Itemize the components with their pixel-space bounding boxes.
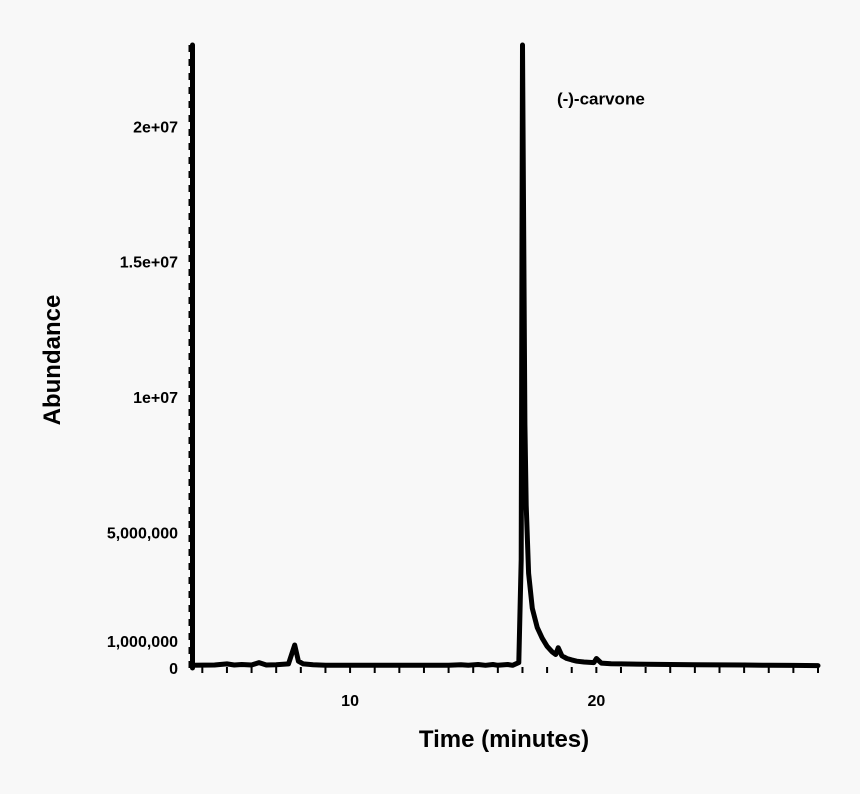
x-tick-label: 10 bbox=[341, 693, 359, 710]
axis-ticks bbox=[188, 45, 819, 673]
series-layer bbox=[190, 42, 821, 671]
y-tick-label: 1.5e+07 bbox=[120, 255, 178, 272]
tick-labels: 0 1,000,000 5,000,000 1e+07 1.5e+07 2e+07 10 20 bbox=[107, 119, 606, 710]
peak-annotation: (-)-carvone bbox=[557, 90, 645, 109]
y-tick-label: 5,000,000 bbox=[107, 526, 178, 543]
y-tick-label: 2e+07 bbox=[133, 119, 178, 136]
y-axis-title: Abundance bbox=[39, 295, 66, 426]
x-tick-label: 20 bbox=[587, 693, 605, 710]
y-tick-label: 0 bbox=[169, 661, 178, 678]
y-tick-label: 1,000,000 bbox=[107, 634, 178, 651]
x-axis-title: Time (minutes) bbox=[419, 726, 589, 753]
y-tick-label: 1e+07 bbox=[133, 390, 178, 407]
series-line-1 bbox=[190, 42, 821, 669]
annotations: (-)-carvone bbox=[557, 90, 645, 109]
